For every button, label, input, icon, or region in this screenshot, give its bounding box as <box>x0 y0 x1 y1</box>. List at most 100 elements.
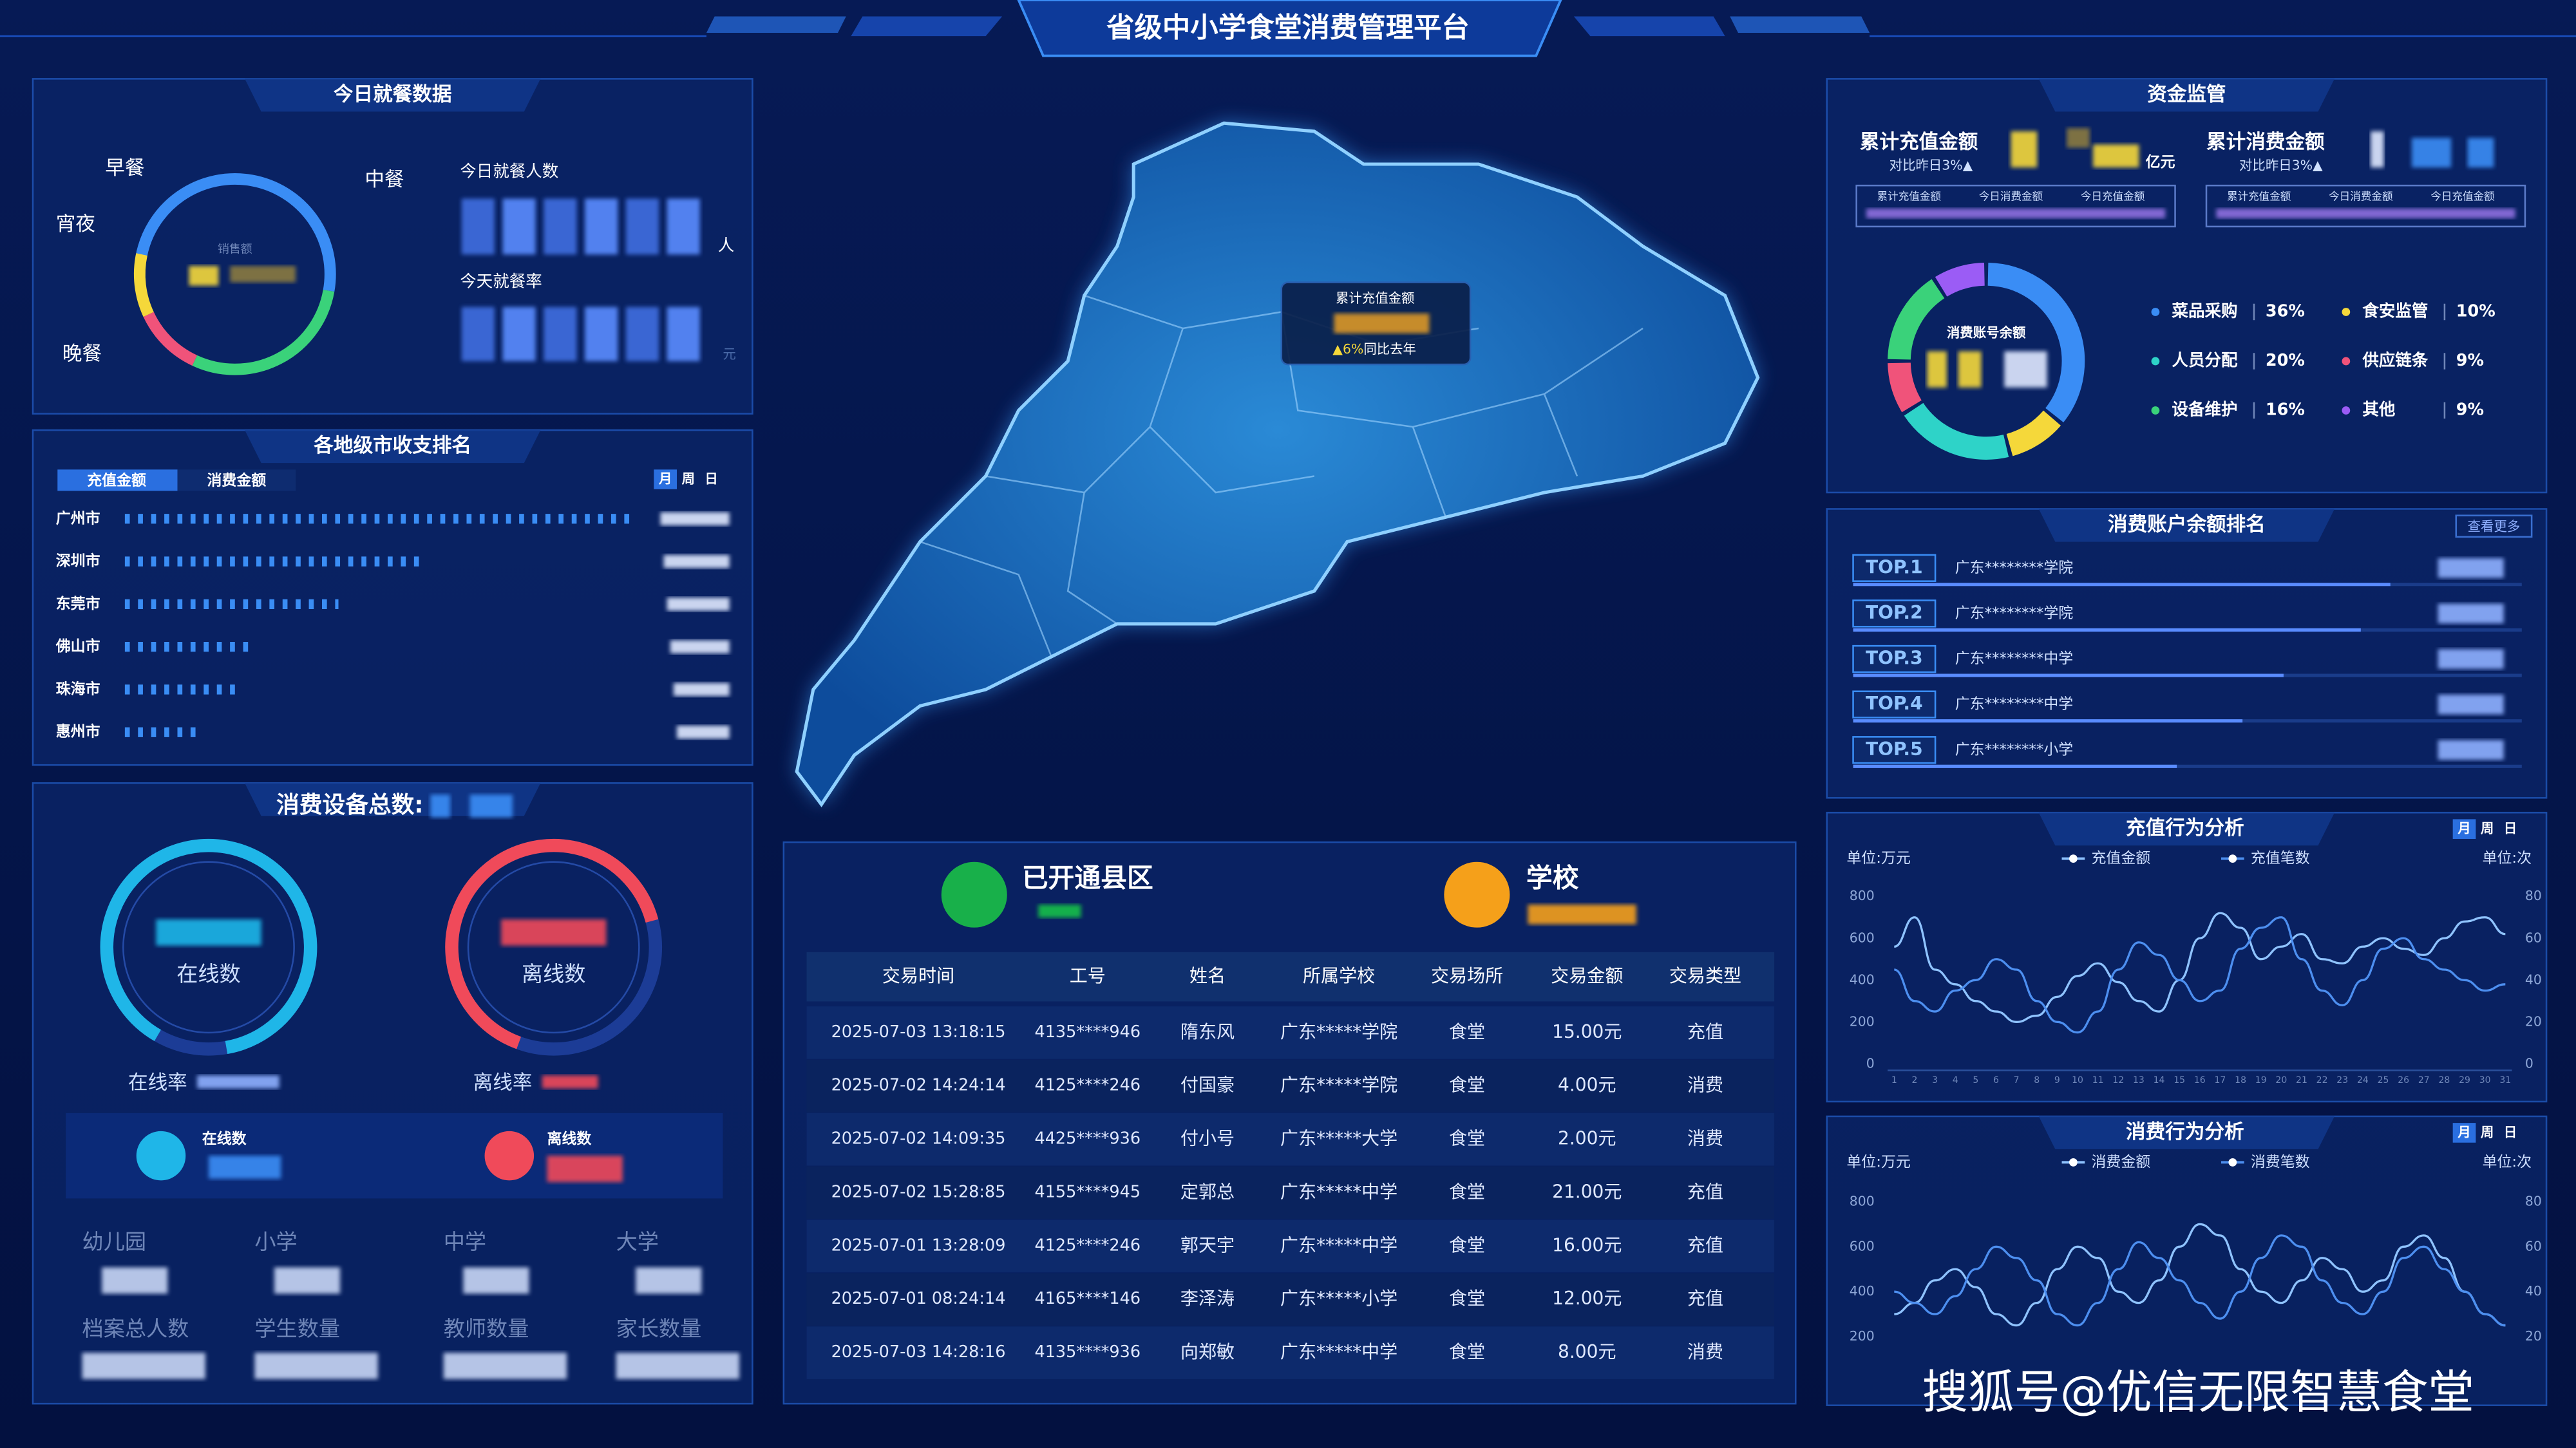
table-cell: 2025-07-03 14:28:16 <box>831 1342 1006 1362</box>
table-cell: 广东*****中学 <box>1280 1234 1397 1255</box>
device-title: 消费设备总数: <box>276 792 423 818</box>
table-cell: 广东*****中学 <box>1280 1181 1397 1202</box>
rank-name: 广东********小学 <box>1955 741 2074 758</box>
table-cell: 4425****936 <box>1034 1129 1141 1149</box>
x-tick-label: 29 <box>2459 1075 2470 1086</box>
y-tick-label: 200 <box>1850 1013 1875 1029</box>
x-tick-label: 22 <box>2316 1075 2328 1086</box>
x-tick-label: 12 <box>2112 1075 2124 1086</box>
chart-title: 充值行为分析 <box>2126 817 2244 840</box>
blurred-value <box>197 1075 279 1089</box>
rank-name: 广东********中学 <box>1955 696 2074 713</box>
panel-title: 今日就餐数据 <box>334 82 452 106</box>
table-cell: 4125****246 <box>1034 1076 1141 1095</box>
table-cell: 消费 <box>1687 1341 1723 1362</box>
table-cell: 食堂 <box>1449 1341 1485 1362</box>
table-row <box>806 1113 1775 1166</box>
axis-unit: 单位:万元 <box>1846 850 1911 867</box>
table-cell: 消费 <box>1687 1075 1723 1096</box>
table-cell: 食堂 <box>1449 1181 1485 1202</box>
y-tick-label: 400 <box>1850 972 1875 987</box>
x-tick-label: 21 <box>2296 1075 2307 1086</box>
unit: 元 <box>723 346 735 362</box>
rank-name: 广东********中学 <box>1955 650 2074 667</box>
ring-inner <box>467 861 640 1034</box>
rank-badge <box>1852 644 1937 673</box>
blurred-value <box>230 266 296 283</box>
count-label: 离线数 <box>547 1130 592 1147</box>
period-tab: 周 <box>2481 1124 2494 1140</box>
legend-label: 消费笔数 <box>2251 1154 2310 1171</box>
table-cell: 4165****146 <box>1034 1289 1141 1308</box>
table-cell: 15.00元 <box>1552 1021 1622 1042</box>
table-cell: 食堂 <box>1449 1021 1485 1042</box>
table-cell: 4155****945 <box>1034 1182 1141 1201</box>
series-line <box>1894 1223 2506 1327</box>
period-tab: 月 <box>658 471 672 487</box>
people-type: 学生数量 <box>254 1316 340 1341</box>
panel <box>1826 811 2548 1103</box>
period-tab: 月 <box>2457 821 2470 836</box>
period-tab: 周 <box>682 471 695 487</box>
meal-label: 中餐 <box>365 169 404 191</box>
blurred-value <box>2438 740 2504 760</box>
y2-tick-label: 20 <box>2525 1328 2542 1344</box>
table-row <box>806 1219 1775 1273</box>
pie-slice <box>1987 263 2085 422</box>
table-header-cell: 所属学校 <box>1303 965 1375 986</box>
fund-unit: 亿元 <box>2146 154 2175 171</box>
blurred-value <box>1334 314 1430 334</box>
table-cell: 广东*****学院 <box>1280 1075 1397 1096</box>
table-cell: 4135****936 <box>1034 1342 1141 1362</box>
rank-label: TOP.2 <box>1866 602 1923 623</box>
x-tick-label: 23 <box>2336 1075 2348 1086</box>
blurred-value <box>1927 351 1947 388</box>
summary-label: 学校 <box>1526 863 1579 894</box>
table-cell: 消费 <box>1687 1128 1723 1149</box>
tab-active <box>57 469 178 491</box>
header-stripe <box>706 16 846 33</box>
pie-center-label: 消费账号余额 <box>1947 325 2026 341</box>
tooltip-title: 累计充值金额 <box>1336 290 1414 306</box>
x-tick-label: 26 <box>2398 1075 2409 1086</box>
rank-badge <box>1852 554 1937 582</box>
table-header-cell: 姓名 <box>1189 965 1226 986</box>
legend-value: 36% <box>2266 301 2305 321</box>
legend-marker <box>2069 1158 2078 1167</box>
people-type: 教师数量 <box>444 1316 529 1341</box>
fund-label: 累计消费金额 <box>2206 130 2325 153</box>
ring-segment <box>135 173 336 292</box>
x-tick-label: 9 <box>2054 1075 2060 1086</box>
header-stripe <box>851 16 1003 37</box>
tooltip-compare: 同比去年 <box>1363 341 1416 357</box>
blurred-value <box>2371 131 2384 168</box>
fund-change: 对比昨日3%▲ <box>1889 158 1973 173</box>
blurred-value <box>2438 694 2504 715</box>
table-cell: 充值 <box>1687 1234 1723 1255</box>
blurred-value <box>254 1353 378 1379</box>
unit: 人 <box>718 236 735 255</box>
table-row <box>806 1326 1775 1379</box>
table-cell: 隋东风 <box>1180 1021 1235 1042</box>
y2-tick-label: 80 <box>2525 888 2542 903</box>
table-header <box>806 952 1775 1002</box>
more-button[interactable] <box>2455 514 2533 538</box>
blurred-value <box>1866 208 2166 219</box>
header-stripe <box>1730 16 1870 33</box>
panel-title-bar <box>2038 813 2334 846</box>
legend-label: 其他 <box>2362 400 2396 419</box>
map <box>795 121 1760 807</box>
period-tab-active <box>2452 819 2476 839</box>
ring-segment <box>133 253 154 317</box>
y2-tick-label: 80 <box>2525 1194 2542 1209</box>
offline-icon <box>484 1131 535 1181</box>
x-tick-label: 16 <box>2194 1075 2206 1086</box>
series-line <box>1893 916 2506 1034</box>
blurred-value <box>469 795 513 818</box>
blurred-value <box>208 1156 281 1179</box>
y-tick-label: 0 <box>1866 1055 1875 1071</box>
legend-label: 菜品采购 <box>2171 301 2237 321</box>
tab <box>177 469 296 491</box>
blurred-value <box>502 306 536 361</box>
blurred-value <box>677 726 730 739</box>
